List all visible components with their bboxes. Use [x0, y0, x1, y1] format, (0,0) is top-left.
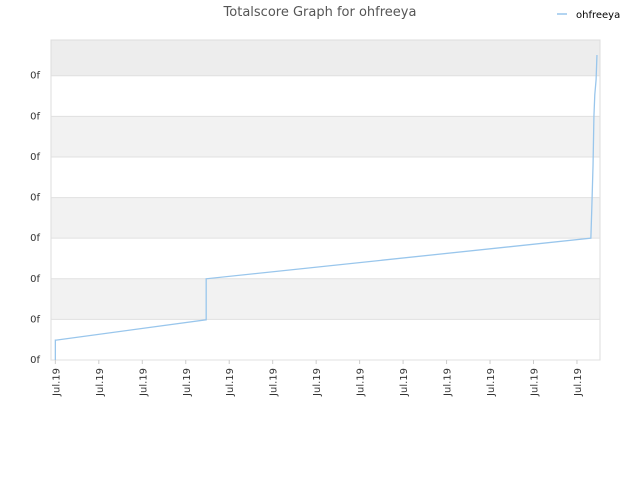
x-tick-label: Jul.19 [529, 368, 540, 397]
y-tick-label: 0f [30, 233, 40, 244]
line [54, 55, 598, 360]
x-tick-label: Jul.19 [443, 368, 454, 397]
x-tick-label: Jul.19 [399, 368, 410, 397]
x-tick-label: Jul.19 [486, 368, 497, 397]
band [51, 278, 600, 320]
x-tick-label: Jul.19 [356, 368, 367, 397]
y-tick-label: 0f [30, 274, 40, 285]
band [51, 40, 600, 76]
x-tick-label: Jul.19 [269, 368, 280, 397]
band [51, 116, 600, 157]
x-tick-label: Jul.19 [138, 368, 149, 397]
chart-title: Totalscore Graph for ohfreeya [223, 5, 417, 20]
x-tick-label: Jul.19 [51, 368, 62, 397]
y-tick-label: 0f [30, 152, 40, 163]
x-tick-label: Jul.19 [312, 368, 323, 397]
y-tick-label: 0f [30, 355, 40, 366]
x-tick-label: Jul.19 [573, 368, 584, 397]
legend-label: ohfreeya [576, 10, 620, 21]
band [51, 197, 600, 239]
x-tick-label: Jul.19 [225, 368, 236, 397]
y-tick-label: 0f [30, 193, 40, 204]
y-tick-label: 0f [30, 71, 40, 82]
y-tick-label: 0f [30, 111, 40, 122]
y-tick-label: 0f [30, 314, 40, 325]
x-tick-label: Jul.19 [95, 368, 106, 397]
x-tick-label: Jul.19 [182, 368, 193, 397]
